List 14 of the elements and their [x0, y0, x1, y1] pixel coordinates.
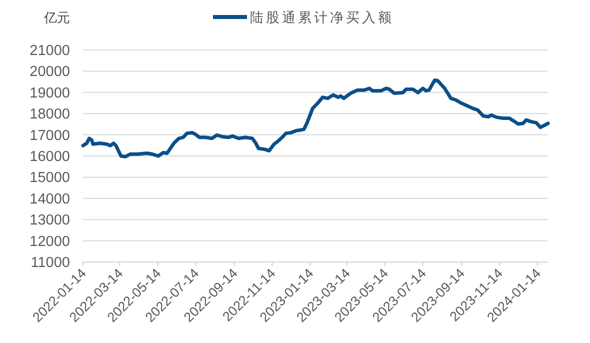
y-tick-label: 20000	[30, 64, 70, 80]
y-tick-label: 11000	[30, 255, 70, 271]
y-tick-label: 16000	[30, 149, 70, 165]
y-tick-label: 12000	[30, 234, 70, 250]
line-series	[81, 78, 550, 158]
y-tick-label: 19000	[30, 85, 70, 102]
y-tick-label: 18000	[30, 106, 70, 123]
y-axis-title: 亿元	[43, 10, 70, 25]
legend-label: 陆股通累计净买入额	[250, 10, 394, 25]
y-tick-label: 21000	[30, 43, 70, 59]
y-tick-label: 15000	[30, 170, 70, 186]
y-tick-label: 14000	[30, 191, 70, 208]
y-tick-label: 17000	[30, 128, 70, 144]
y-tick-label: 13000	[30, 212, 70, 229]
